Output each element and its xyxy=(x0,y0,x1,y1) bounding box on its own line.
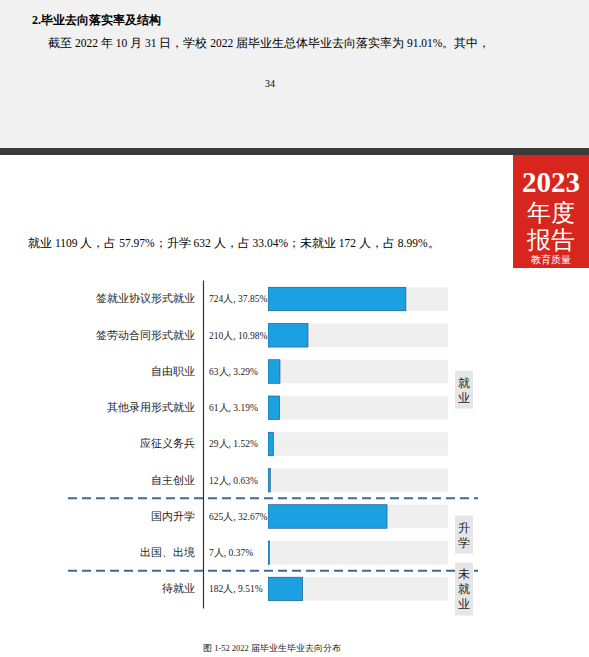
annotation: 截至 2022 年 10 月 31 日，学校 2022 届毕业生总体毕业去向落实… xyxy=(48,36,490,49)
group-box xyxy=(455,371,473,409)
group-separator xyxy=(68,497,478,499)
tick: 待就业 xyxy=(162,582,203,594)
annotation: 年度 xyxy=(527,200,575,226)
bar-track xyxy=(268,360,448,384)
chart-title: 图 1-52 2022 届毕业生毕业去向分布 xyxy=(203,643,341,653)
bar-track xyxy=(268,505,448,529)
bar-track xyxy=(268,577,448,601)
data-label: 7人, 0.37% xyxy=(209,548,253,558)
bar-track xyxy=(268,468,448,492)
page: 2.毕业去向落实率及结构截至 2022 年 10 月 31 日，学校 2022 … xyxy=(0,0,589,657)
bar-track xyxy=(268,287,448,311)
annotation: 2023 xyxy=(522,166,580,198)
data-label-box xyxy=(206,578,266,600)
bar-track xyxy=(268,396,448,420)
group-box xyxy=(455,562,473,615)
tick: 其他录用形式就业 xyxy=(107,401,203,413)
tick-label: 自主创业 xyxy=(151,474,195,486)
annotation: 报告 xyxy=(526,227,575,253)
y-axis: 签就业协议形式就业签劳动合同形式就业自由职业其他录用形式就业应征义务兵自主创业国… xyxy=(96,281,204,609)
bars xyxy=(268,287,406,601)
data-labels: 724人, 37.85% 210人, 10.98% 63人, 3.29% 61人, 3… xyxy=(206,288,267,600)
tick-label: 自由职业 xyxy=(151,365,195,377)
bar xyxy=(268,541,269,565)
axis-line xyxy=(203,281,204,609)
group-separator xyxy=(68,570,478,572)
tick: 应征义务兵 xyxy=(140,437,203,449)
annotation: 就业 1109 人，占 57.97%；升学 632 人，占 33.04%；未就业… xyxy=(28,237,440,249)
bar xyxy=(268,360,280,384)
data-label: 724人, 37.85% xyxy=(209,294,267,304)
tick-label: 签就业协议形式就业 xyxy=(96,292,195,304)
bar-track xyxy=(268,323,448,347)
badge xyxy=(513,155,589,268)
annotation: 教育质量 xyxy=(531,254,571,265)
data-label: 29人, 1.52% xyxy=(209,439,258,449)
group-label: 就业 xyxy=(458,376,470,405)
data-label: 210人, 10.98% xyxy=(209,331,267,341)
page-break xyxy=(0,148,589,155)
tick: 出国、出境 xyxy=(140,546,203,558)
data-label: 63人, 3.29% xyxy=(209,367,258,377)
bar-track xyxy=(268,541,448,565)
bar xyxy=(268,505,387,529)
data-label: 61人, 3.19% xyxy=(209,403,258,413)
header-background xyxy=(0,0,589,148)
data-label-box xyxy=(206,361,266,383)
tick: 自主创业 xyxy=(151,474,203,486)
tick: 签就业协议形式就业 xyxy=(96,292,203,304)
bar xyxy=(268,577,303,601)
annotation: 2.毕业去向落实率及结构 xyxy=(32,13,161,27)
groups: 就业升学未就业 xyxy=(68,371,478,616)
bar xyxy=(268,432,274,456)
data-label-box xyxy=(206,469,266,491)
tick: 自由职业 xyxy=(151,365,203,377)
tick-label: 待就业 xyxy=(162,582,195,594)
group-box xyxy=(455,516,473,554)
data-label: 625人, 32.67% xyxy=(209,512,267,522)
group-label: 未就业 xyxy=(458,567,470,611)
data-label: 182人, 9.51% xyxy=(209,584,263,594)
tick-label: 签劳动合同形式就业 xyxy=(96,329,195,341)
bar xyxy=(268,287,406,311)
data-label-box xyxy=(206,542,266,564)
tick-label: 其他录用形式就业 xyxy=(107,401,195,413)
tick-label: 出国、出境 xyxy=(140,546,195,558)
tick: 国内升学 xyxy=(151,510,203,522)
tick-label: 国内升学 xyxy=(151,510,195,522)
group-label: 升学 xyxy=(458,521,470,550)
tick: 签劳动合同形式就业 xyxy=(96,329,203,341)
bar-track xyxy=(268,432,448,456)
tick-label: 应征义务兵 xyxy=(140,437,195,449)
bar xyxy=(268,468,270,492)
data-label-box xyxy=(206,433,266,455)
data-label-box xyxy=(206,397,266,419)
bar xyxy=(268,396,280,420)
bar xyxy=(268,323,308,347)
data-label: 12人, 0.63% xyxy=(209,476,258,486)
annotation: 34 xyxy=(265,78,275,89)
